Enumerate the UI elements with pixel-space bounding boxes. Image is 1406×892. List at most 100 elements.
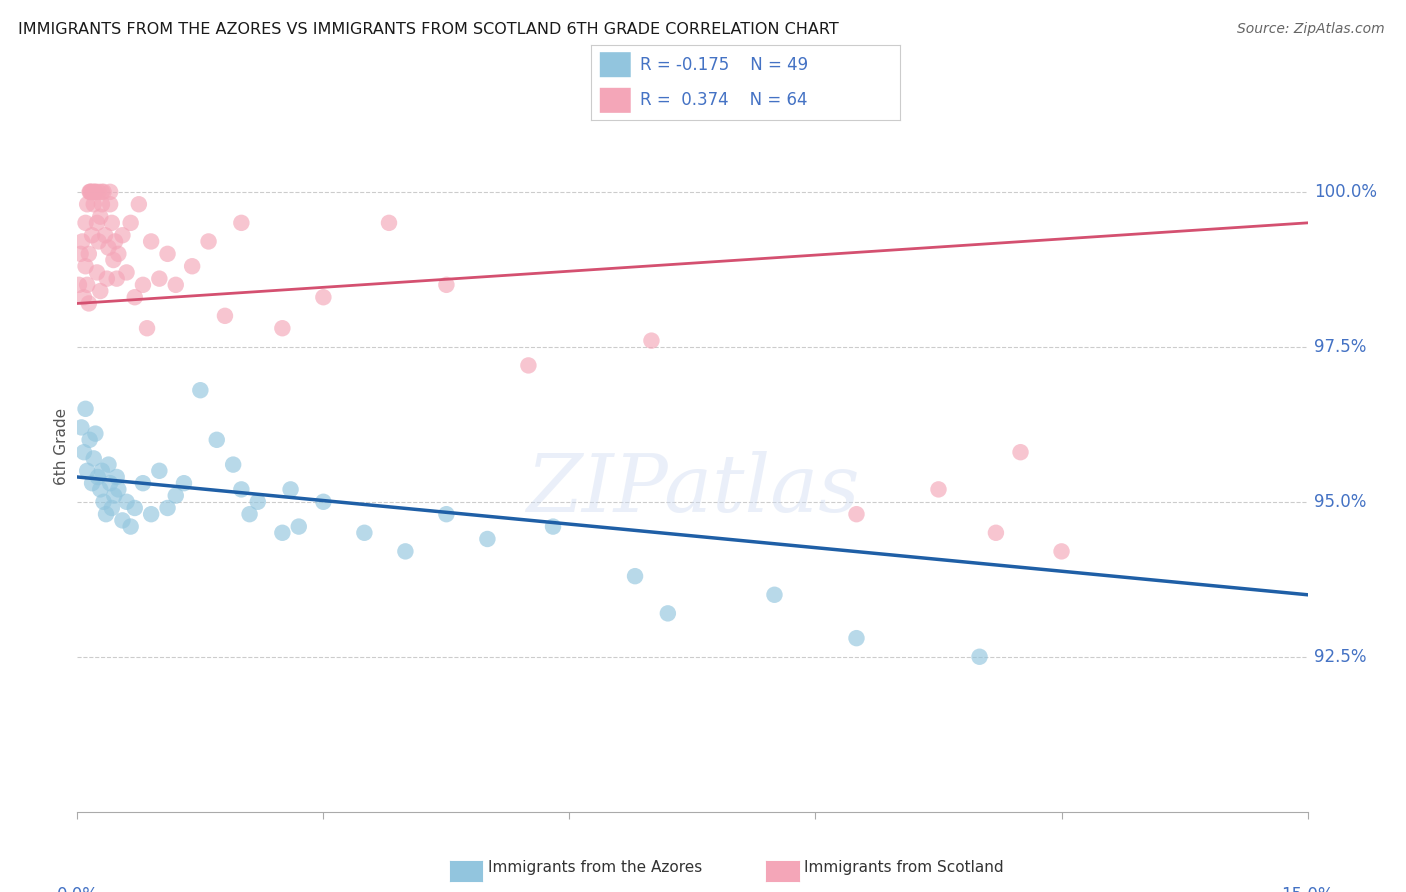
Point [124,290,146,304]
Point [845,631,868,645]
Point [73,290,96,304]
Point [87,470,110,484]
Point [82,228,104,243]
Point [76,464,98,478]
Point [79,185,101,199]
Text: Immigrants from Scotland: Immigrants from Scotland [804,861,1004,875]
Point [87,235,110,249]
Point [128,197,150,211]
Point [83,185,105,199]
Point [79,433,101,447]
Point [87,185,110,199]
Point [541,519,564,533]
FancyBboxPatch shape [600,87,631,112]
Point [107,247,129,261]
Point [69,247,91,261]
Point [205,433,228,447]
Point [312,495,335,509]
Point [239,507,262,521]
Point [79,185,101,199]
Point [436,507,458,521]
Text: 97.5%: 97.5% [1313,338,1367,356]
Point [104,235,127,249]
Point [90,464,114,478]
Point [246,495,269,509]
Point [103,253,125,268]
Point [98,197,121,211]
Point [82,476,104,491]
Point [1010,445,1032,459]
Point [640,334,662,348]
Point [120,519,142,533]
Text: IMMIGRANTS FROM THE AZORES VS IMMIGRANTS FROM SCOTLAND 6TH GRADE CORRELATION CHA: IMMIGRANTS FROM THE AZORES VS IMMIGRANTS… [18,22,839,37]
Text: 92.5%: 92.5% [1313,648,1367,665]
Point [89,284,111,298]
Point [928,483,950,497]
Point [115,495,138,509]
Point [984,525,1007,540]
Point [97,458,120,472]
Text: R = -0.175    N = 49: R = -0.175 N = 49 [640,56,808,74]
Point [231,483,253,497]
Point [90,185,114,199]
Point [89,210,111,224]
Point [70,420,93,434]
Point [111,228,134,243]
Point [222,458,245,472]
Point [70,235,93,249]
Point [86,265,108,279]
Point [101,216,124,230]
Point [73,445,96,459]
Point [148,464,170,478]
Point [90,197,114,211]
Point [165,489,187,503]
Point [165,277,187,292]
Point [83,451,105,466]
Point [477,532,499,546]
Point [394,544,416,558]
Y-axis label: 6th Grade: 6th Grade [53,408,69,484]
Point [156,247,179,261]
Point [271,321,294,335]
Point [624,569,647,583]
Point [103,489,125,503]
Point [197,235,219,249]
Point [77,247,100,261]
Point [214,309,236,323]
Point [107,483,129,497]
Point [94,228,117,243]
Text: 95.0%: 95.0% [1313,492,1367,511]
Point [111,513,134,527]
Point [763,588,786,602]
Point [83,197,105,211]
Point [93,185,115,199]
Point [101,500,124,515]
Point [97,241,120,255]
Point [84,185,107,199]
Point [94,507,117,521]
Point [115,265,138,279]
Point [517,359,540,373]
Point [312,290,335,304]
Text: R =  0.374    N = 64: R = 0.374 N = 64 [640,91,807,109]
Text: Source: ZipAtlas.com: Source: ZipAtlas.com [1237,22,1385,37]
Text: 0.0%: 0.0% [56,886,98,892]
Point [271,525,294,540]
Point [76,277,98,292]
Point [288,519,311,533]
Point [148,271,170,285]
Point [98,185,121,199]
Point [98,476,121,491]
Text: ZIPatlas: ZIPatlas [526,451,859,529]
Point [969,649,991,664]
Point [188,383,212,397]
Point [231,216,253,230]
Text: 15.0%: 15.0% [1281,886,1334,892]
Point [93,495,115,509]
Point [124,500,146,515]
Point [96,271,118,285]
Point [353,525,375,540]
Point [77,296,100,310]
Point [84,426,107,441]
Point [82,185,104,199]
